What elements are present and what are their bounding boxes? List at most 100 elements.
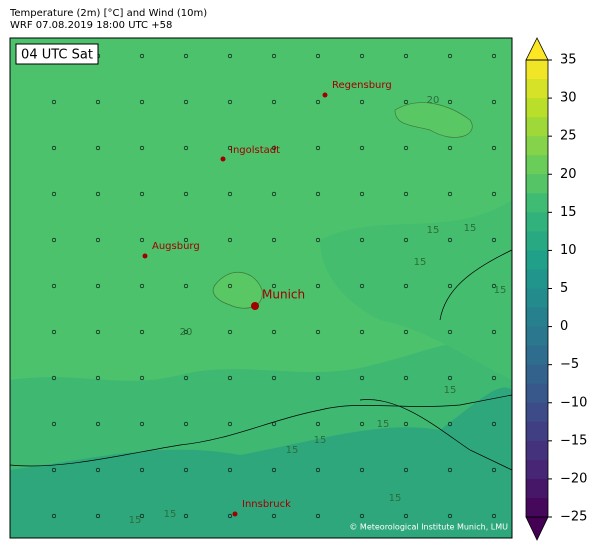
- wind-calm: [271, 237, 277, 243]
- colorbar-tick-label: −15: [560, 433, 587, 448]
- colorbar-extend: [525, 37, 549, 61]
- subtitle: WRF 07.08.2019 18:00 UTC +58: [10, 20, 172, 31]
- wind-calm: [51, 145, 57, 151]
- wind-calm: [403, 421, 409, 427]
- wind-calm: [95, 375, 101, 381]
- colorbar-band: [526, 60, 548, 80]
- wind-calm: [403, 375, 409, 381]
- wind-calm: [51, 421, 57, 427]
- wind-calm: [183, 237, 189, 243]
- border: [9, 394, 513, 467]
- colorbar-band: [526, 326, 548, 347]
- colorbar-tick-label: 0: [560, 319, 568, 334]
- wind-calm: [315, 329, 321, 335]
- city-label: Augsburg: [152, 241, 200, 252]
- wind-calm: [271, 191, 277, 197]
- colorbar-band: [526, 307, 548, 328]
- wind-calm: [95, 513, 101, 519]
- colorbar-band: [526, 98, 548, 118]
- city-label: Munich: [262, 288, 305, 302]
- time-label: 04 UTC Sat: [21, 48, 93, 63]
- wind-calm: [403, 145, 409, 151]
- wind-calm: [139, 283, 145, 289]
- wind-calm: [359, 237, 365, 243]
- wind-calm: [491, 421, 497, 427]
- colorbar-band: [526, 345, 548, 366]
- border: [439, 249, 513, 321]
- border: [359, 399, 513, 471]
- contour-label: 15: [444, 385, 457, 396]
- wind-calm: [227, 283, 233, 289]
- wind-calm: [403, 513, 409, 519]
- wind-calm: [227, 191, 233, 197]
- wind-calm: [403, 467, 409, 473]
- colorbar-tick-label: −25: [560, 510, 587, 525]
- wind-calm: [51, 283, 57, 289]
- wind-calm: [51, 375, 57, 381]
- wind-calm: [271, 421, 277, 427]
- wind-calm: [95, 283, 101, 289]
- wind-calm: [491, 145, 497, 151]
- wind-calm: [491, 283, 497, 289]
- colorbar-band: [526, 459, 548, 480]
- colorbar-tick-label: 20: [560, 167, 577, 182]
- wind-calm: [403, 53, 409, 59]
- colorbar-band: [526, 440, 548, 461]
- wind-calm: [183, 375, 189, 381]
- contour-label: 15: [314, 435, 327, 446]
- wind-calm: [359, 283, 365, 289]
- colorbar-band: [526, 269, 548, 289]
- time-box: [15, 43, 99, 65]
- colorbar-band: [526, 174, 548, 194]
- wind-calm: [139, 237, 145, 243]
- wind-calm: [183, 513, 189, 519]
- wind-calm: [227, 329, 233, 335]
- wind-calm: [139, 191, 145, 197]
- city-marker: [220, 156, 226, 162]
- wind-calm: [227, 467, 233, 473]
- contour-label: 15: [427, 225, 440, 236]
- wind-calm: [183, 145, 189, 151]
- colorbar-tick-label: 30: [560, 91, 577, 106]
- wind-calm: [315, 145, 321, 151]
- terrain: [320, 200, 512, 380]
- contour-label: 15: [464, 223, 477, 234]
- wind-calm: [447, 99, 453, 105]
- contour-label: 15: [164, 509, 177, 520]
- colorbar-band: [526, 497, 548, 518]
- wind-calm: [315, 191, 321, 197]
- wind-calm: [315, 53, 321, 59]
- wind-calm: [227, 53, 233, 59]
- wind-calm: [183, 191, 189, 197]
- wind-calm: [315, 375, 321, 381]
- wind-calm: [359, 467, 365, 473]
- wind-calm: [227, 99, 233, 105]
- map-area: 04 UTC Sat © Meteorological Institute Mu…: [9, 37, 513, 539]
- wind-calm: [359, 513, 365, 519]
- map-frame: [9, 37, 513, 539]
- wind-calm: [491, 191, 497, 197]
- city-marker: [142, 253, 148, 259]
- wind-calm: [139, 99, 145, 105]
- wind-calm: [491, 329, 497, 335]
- colorbar-tick-label: 15: [560, 205, 577, 220]
- wind-calm: [315, 513, 321, 519]
- wind-calm: [447, 53, 453, 59]
- wind-calm: [491, 99, 497, 105]
- wind-calm: [403, 329, 409, 335]
- wind-calm: [271, 145, 277, 151]
- wind-calm: [359, 99, 365, 105]
- contour-label: 15: [377, 419, 390, 430]
- wind-calm: [491, 53, 497, 59]
- colorbar-tick-label: 35: [560, 53, 577, 68]
- contour-label: 15: [129, 515, 142, 526]
- wind-calm: [183, 283, 189, 289]
- wind-calm: [95, 99, 101, 105]
- wind-calm: [227, 513, 233, 519]
- contour-label: 15: [286, 445, 299, 456]
- wind-calm: [403, 191, 409, 197]
- wind-calm: [139, 53, 145, 59]
- colorbar-band: [526, 421, 548, 442]
- wind-calm: [227, 237, 233, 243]
